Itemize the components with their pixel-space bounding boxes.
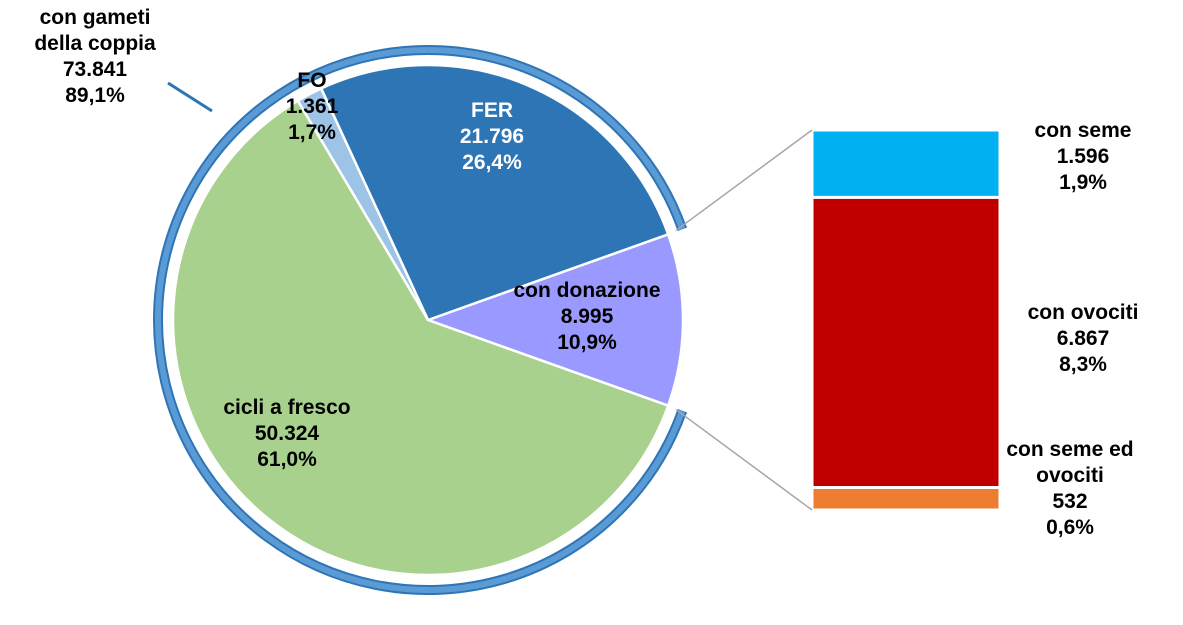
pie-slice bbox=[171, 99, 670, 577]
label-line: 0,6% bbox=[1046, 516, 1094, 539]
label-line: 8,3% bbox=[1059, 353, 1107, 376]
connector bbox=[675, 129, 813, 231]
stack-segment bbox=[810, 195, 1002, 490]
label-line: 1.596 bbox=[1056, 145, 1110, 168]
label-line: con donazione bbox=[513, 279, 661, 302]
label-line: 61,0% bbox=[257, 448, 317, 471]
label-line: 1,7% bbox=[288, 121, 336, 144]
label-line: con seme bbox=[1034, 119, 1132, 142]
label-line: FER bbox=[470, 99, 513, 122]
label-line: 6.867 bbox=[1056, 327, 1110, 350]
label-line: cicli a fresco bbox=[223, 396, 351, 419]
slice-label: FER 21.796 26,4% bbox=[460, 98, 524, 176]
label-line: 532 bbox=[1052, 490, 1088, 513]
label-line: con seme ed ovociti bbox=[1006, 438, 1134, 487]
group-arc bbox=[155, 47, 686, 593]
label-line: 26,4% bbox=[462, 151, 522, 174]
stack-segment bbox=[810, 128, 1002, 199]
leader-line bbox=[167, 81, 213, 113]
label-line: FO bbox=[297, 69, 327, 92]
label-line: 1,9% bbox=[1059, 171, 1107, 194]
slice-label: cicli a fresco 50.324 61,0% bbox=[223, 395, 350, 473]
slice-label: FO 1.361 1,7% bbox=[286, 68, 339, 146]
bar-label: con ovociti 6.867 8,3% bbox=[1011, 300, 1156, 378]
bar-label: con seme ed ovociti 532 0,6% bbox=[998, 437, 1143, 541]
pie-slice bbox=[424, 232, 685, 408]
label-line: con gameti della coppia bbox=[34, 6, 156, 55]
bar-label: con seme 1.596 1,9% bbox=[1011, 118, 1156, 196]
label-line: 89,1% bbox=[65, 84, 125, 107]
label-line: 10,9% bbox=[557, 331, 617, 354]
label-line: 1.361 bbox=[285, 95, 339, 118]
group-label: con gameti della coppia 73.841 89,1% bbox=[25, 5, 165, 109]
slice-label: con donazione 8.995 10,9% bbox=[514, 278, 661, 356]
stack-segment bbox=[810, 486, 1002, 512]
label-line: 21.796 bbox=[459, 125, 525, 148]
pie-slice bbox=[319, 63, 670, 322]
label-line: 50.324 bbox=[254, 422, 320, 445]
label-line: 8.995 bbox=[560, 305, 614, 328]
label-line: con ovociti bbox=[1027, 301, 1139, 324]
connector bbox=[675, 409, 813, 511]
label-line: 73.841 bbox=[62, 58, 128, 81]
